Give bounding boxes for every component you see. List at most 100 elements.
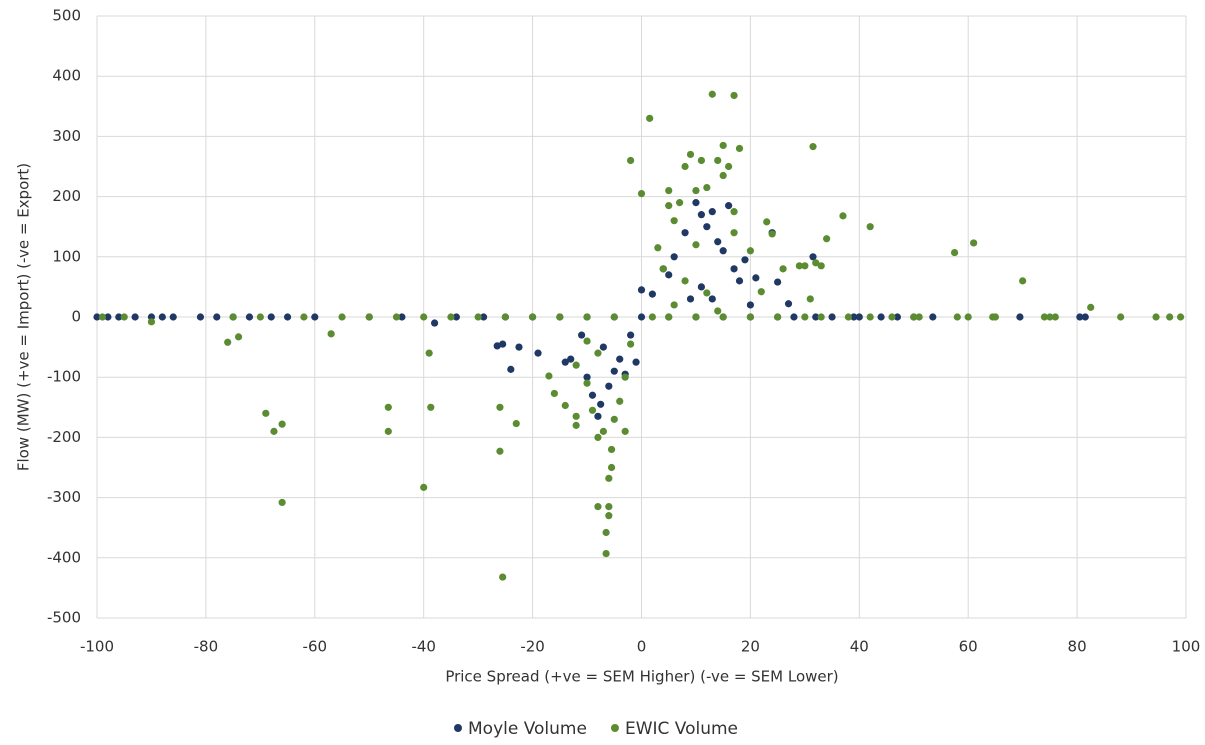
point <box>665 313 673 321</box>
point <box>515 343 523 351</box>
point <box>234 333 243 341</box>
point <box>1019 277 1027 285</box>
x-tick-label: 20 <box>741 638 760 656</box>
point <box>817 262 825 270</box>
point <box>763 218 771 226</box>
point <box>607 445 616 454</box>
point <box>697 211 705 219</box>
point <box>229 313 237 321</box>
point <box>866 313 874 321</box>
point <box>512 419 520 428</box>
point <box>697 156 705 165</box>
point <box>550 389 558 398</box>
legend-marker <box>454 724 462 732</box>
point <box>719 313 727 321</box>
point <box>812 259 820 267</box>
point <box>801 262 809 270</box>
point <box>686 150 695 159</box>
point <box>730 91 738 100</box>
y-tick-label: 0 <box>71 308 81 326</box>
point <box>730 265 738 273</box>
point <box>752 274 760 282</box>
point <box>131 313 139 321</box>
point <box>637 313 646 321</box>
point <box>809 253 817 261</box>
point <box>583 379 591 387</box>
point <box>950 248 959 257</box>
point <box>256 313 264 321</box>
point <box>779 265 787 273</box>
point <box>646 114 654 122</box>
point <box>953 313 961 321</box>
point <box>735 277 744 285</box>
point <box>929 313 937 321</box>
point <box>452 313 460 321</box>
point <box>774 278 782 286</box>
point <box>545 372 553 380</box>
point <box>1117 313 1125 321</box>
point <box>607 463 616 472</box>
point <box>493 342 501 350</box>
point <box>556 313 564 321</box>
point <box>594 433 602 441</box>
point <box>1152 313 1160 321</box>
point <box>327 330 335 338</box>
point <box>714 307 722 315</box>
point <box>602 528 610 537</box>
point <box>213 313 221 321</box>
point <box>115 313 123 321</box>
point <box>311 313 319 321</box>
point <box>970 239 978 247</box>
point <box>757 288 765 296</box>
point <box>147 318 156 326</box>
point <box>725 202 733 210</box>
point <box>681 162 689 171</box>
point <box>499 340 507 348</box>
point <box>893 313 902 321</box>
point <box>746 247 755 255</box>
point <box>572 361 580 369</box>
point <box>735 144 744 153</box>
point <box>621 427 629 435</box>
point <box>686 295 695 303</box>
point <box>610 415 618 423</box>
x-tick-label: 100 <box>1172 638 1201 656</box>
x-tick-label: -60 <box>303 638 328 656</box>
point <box>855 313 863 321</box>
point <box>578 331 586 339</box>
point <box>809 143 817 151</box>
x-tick-label: 60 <box>959 638 978 656</box>
point <box>597 400 605 408</box>
point <box>681 277 689 285</box>
point <box>392 313 401 321</box>
point <box>588 406 597 414</box>
point <box>529 313 537 321</box>
point <box>267 313 275 321</box>
point <box>384 427 392 435</box>
point <box>605 474 613 482</box>
point <box>605 503 613 511</box>
point <box>158 313 166 321</box>
point <box>795 262 804 270</box>
point <box>817 313 825 321</box>
point <box>1176 313 1185 321</box>
x-tick-label: -20 <box>520 638 545 656</box>
x-tick-label: -100 <box>80 638 114 656</box>
point <box>499 573 507 581</box>
x-tick-label: 40 <box>850 638 869 656</box>
y-tick-label: -200 <box>47 428 81 446</box>
point <box>583 337 591 345</box>
point <box>708 208 716 216</box>
point <box>1087 303 1095 311</box>
point <box>425 349 433 357</box>
point <box>768 230 776 238</box>
point <box>447 313 455 321</box>
point <box>719 247 727 255</box>
point <box>616 397 624 405</box>
y-tick-label: 500 <box>52 7 81 25</box>
point <box>534 349 542 357</box>
point <box>572 412 580 420</box>
point <box>915 313 923 321</box>
point <box>774 313 782 321</box>
point <box>708 295 716 303</box>
